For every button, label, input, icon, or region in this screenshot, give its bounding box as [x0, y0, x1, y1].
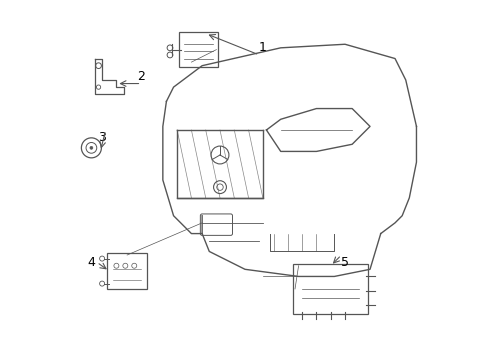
- Text: 2: 2: [138, 70, 146, 83]
- Circle shape: [90, 147, 93, 149]
- Text: 1: 1: [259, 41, 267, 54]
- Text: 3: 3: [98, 131, 106, 144]
- Text: 5: 5: [341, 256, 349, 269]
- Text: 4: 4: [87, 256, 96, 269]
